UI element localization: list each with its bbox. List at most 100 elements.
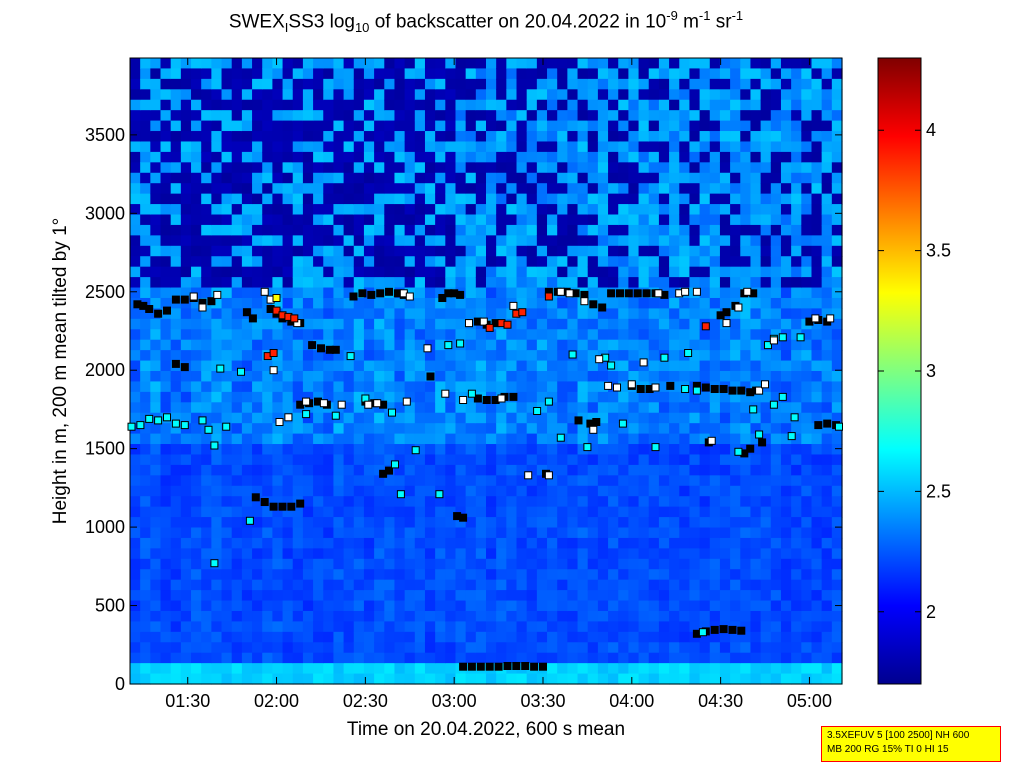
heatmap-cell [323, 381, 335, 393]
heatmap-cell [445, 224, 457, 236]
heatmap-cell [465, 151, 477, 163]
heatmap-cell [302, 537, 314, 549]
heatmap-cell [241, 141, 253, 153]
heatmap-cell [740, 58, 752, 70]
heatmap-cell [587, 224, 599, 236]
heatmap-cell [496, 350, 507, 362]
heatmap-cell [272, 58, 284, 70]
heatmap-cell [455, 224, 467, 236]
heatmap-cell [160, 391, 172, 403]
heatmap-cell [496, 204, 507, 216]
heatmap-cell [180, 548, 192, 560]
heatmap-cell [567, 579, 579, 591]
heatmap-cell [801, 631, 813, 643]
heatmap-cell [191, 517, 202, 529]
heatmap-cell [445, 631, 457, 643]
heatmap-cell [394, 423, 406, 435]
heatmap-cell [689, 235, 701, 247]
heatmap-cell [475, 423, 487, 435]
heatmap-cell [394, 464, 406, 476]
heatmap-cell [170, 537, 182, 549]
heatmap-cell [618, 642, 629, 654]
heatmap-cell [150, 58, 162, 70]
heatmap-cell [750, 506, 762, 518]
heatmap-cell [435, 433, 446, 445]
heatmap-cell [689, 339, 701, 351]
heatmap-cell [780, 371, 792, 383]
heatmap-cell [343, 110, 355, 122]
heatmap-cell [150, 433, 162, 445]
heatmap-cell [719, 579, 731, 591]
heatmap-cell [455, 371, 467, 383]
heatmap-cell [597, 610, 609, 622]
heatmap-cell [465, 402, 477, 414]
heatmap-cell [638, 412, 650, 424]
heatmap-cell [313, 631, 324, 643]
heatmap-cell [669, 433, 680, 445]
heatmap-cell [262, 89, 273, 101]
heatmap-cell [760, 506, 772, 518]
heatmap-cell [343, 663, 355, 675]
heatmap-cell [526, 266, 538, 278]
heatmap-cell [252, 256, 263, 268]
heatmap-cell [638, 569, 650, 581]
heatmap-cell [394, 162, 406, 174]
heatmap-cell [252, 131, 263, 143]
heatmap-cell [252, 423, 263, 435]
heatmap-cell [811, 235, 823, 247]
heatmap-cell [516, 506, 528, 518]
heatmap-cell [669, 151, 680, 163]
heatmap-cell [435, 350, 446, 362]
heatmap-cell [241, 621, 253, 633]
heatmap-cell [170, 642, 182, 654]
heatmap-cell [486, 371, 497, 383]
heatmap-cell [567, 266, 579, 278]
heatmap-cell [506, 172, 518, 184]
heatmap-cell [424, 621, 436, 633]
heatmap-cell [516, 652, 528, 664]
heatmap-cell [363, 172, 375, 184]
heatmap-cell [201, 631, 212, 643]
heatmap-cell [536, 339, 548, 351]
heatmap-cell [811, 517, 823, 529]
heatmap-cell [557, 590, 568, 602]
heatmap-cell [780, 256, 792, 268]
heatmap-cell [394, 496, 406, 508]
heatmap-cell [658, 663, 670, 675]
heatmap-cell [648, 464, 660, 476]
heatmap-cell [363, 485, 375, 497]
heatmap-cell [658, 297, 670, 309]
y-tick-label: 500 [95, 596, 125, 616]
heatmap-cell [414, 350, 426, 362]
heatmap-cell [638, 673, 650, 685]
heatmap-cell [669, 464, 680, 476]
heatmap-cell [801, 131, 813, 143]
heatmap-cell [811, 663, 823, 675]
heatmap-cell [577, 464, 589, 476]
heatmap-cell [130, 444, 141, 456]
heatmap-cell [557, 454, 568, 466]
heatmap-cell [669, 444, 680, 456]
heatmap-cell [821, 673, 833, 685]
heatmap-cell [730, 371, 741, 383]
heatmap-cell [486, 454, 497, 466]
heatmap-cell [648, 183, 660, 195]
heatmap-cell [750, 308, 762, 320]
heatmap-cell [140, 475, 151, 487]
heatmap-cell [648, 433, 660, 445]
heatmap-cell [648, 621, 660, 633]
heatmap-cell [770, 652, 782, 664]
heatmap-cell [435, 151, 446, 163]
heatmap-cell [363, 673, 375, 685]
heatmap-cell [130, 162, 141, 174]
heatmap-cell [201, 245, 212, 257]
heatmap-cell [343, 590, 355, 602]
heatmap-cell [353, 433, 365, 445]
heatmap-cell [496, 371, 507, 383]
heatmap-cell [465, 444, 477, 456]
heatmap-cell [424, 204, 436, 216]
heatmap-cell [608, 89, 619, 101]
heatmap-cell [262, 579, 273, 591]
heatmap-cell [547, 517, 558, 529]
heatmap-cell [384, 308, 396, 320]
